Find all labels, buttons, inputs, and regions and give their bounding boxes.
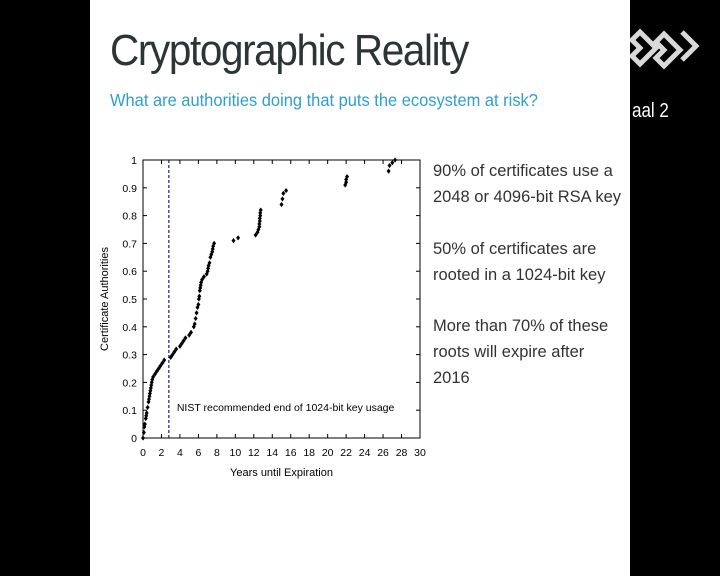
y-tick-label: 0.7 bbox=[122, 238, 137, 250]
data-point bbox=[198, 282, 203, 288]
data-point bbox=[145, 404, 150, 411]
x-tick-label: 0 bbox=[140, 447, 146, 459]
data-point bbox=[148, 385, 153, 391]
data-point bbox=[206, 265, 211, 272]
x-tick-label: 10 bbox=[229, 447, 241, 459]
data-point bbox=[146, 399, 151, 405]
y-tick-label: 0.3 bbox=[122, 350, 137, 362]
data-point bbox=[174, 346, 179, 352]
data-point bbox=[192, 321, 197, 327]
x-tick-label: 20 bbox=[322, 447, 334, 459]
data-point bbox=[195, 304, 200, 310]
data-point bbox=[211, 243, 216, 249]
x-tick-label: 2 bbox=[159, 447, 165, 459]
y-tick-label: 0.2 bbox=[122, 377, 137, 389]
data-point bbox=[151, 374, 156, 380]
data-point bbox=[154, 368, 159, 374]
x-tick-label: 4 bbox=[177, 447, 183, 459]
data-point bbox=[257, 218, 262, 224]
x-tick-label: 6 bbox=[195, 447, 201, 459]
data-point bbox=[257, 224, 262, 230]
data-point bbox=[187, 332, 192, 338]
y-tick-label: 1 bbox=[131, 155, 137, 167]
plot-frame bbox=[142, 159, 421, 439]
x-tick-label: 22 bbox=[340, 447, 352, 459]
data-point bbox=[207, 260, 212, 266]
data-point bbox=[344, 179, 349, 185]
data-point bbox=[206, 263, 211, 269]
room-label: aal 2 bbox=[632, 100, 669, 122]
data-point bbox=[280, 196, 285, 202]
data-point bbox=[386, 168, 391, 174]
data-point bbox=[387, 162, 392, 169]
y-axis-label: Certificate Authorities bbox=[99, 247, 111, 351]
data-point bbox=[236, 235, 241, 241]
x-tick-label: 28 bbox=[396, 447, 408, 459]
data-point bbox=[179, 340, 184, 347]
y-tick-label: 0.8 bbox=[122, 211, 137, 223]
conference-logo-icon bbox=[630, 28, 700, 70]
data-point bbox=[170, 352, 175, 358]
bullet-1024-bit-roots: 50% of certificates are rooted in a 1024… bbox=[433, 240, 606, 284]
data-point bbox=[279, 201, 284, 208]
data-point bbox=[281, 190, 286, 196]
data-point bbox=[393, 157, 398, 163]
data-point bbox=[181, 338, 186, 344]
data-point bbox=[147, 390, 152, 397]
data-point bbox=[345, 174, 350, 180]
data-point bbox=[143, 415, 148, 422]
data-point bbox=[256, 226, 261, 233]
data-point bbox=[149, 379, 154, 385]
y-tick-label: 0.4 bbox=[122, 322, 137, 334]
y-tick-label: 0.9 bbox=[122, 183, 137, 195]
data-point bbox=[201, 274, 206, 280]
data-point bbox=[197, 293, 202, 299]
data-point bbox=[141, 429, 146, 436]
data-point bbox=[144, 410, 149, 416]
nist-annotation-label: NIST recommended end of 1024-bit key usa… bbox=[177, 402, 395, 414]
slide-title: Cryptographic Reality bbox=[110, 26, 469, 75]
data-point bbox=[258, 207, 263, 213]
data-point bbox=[390, 160, 395, 166]
bullet-root-expiry: More than 70% of these roots will expire… bbox=[433, 317, 609, 387]
x-tick-label: 14 bbox=[266, 447, 278, 459]
data-point bbox=[212, 240, 217, 246]
video-overlay bbox=[630, 0, 720, 576]
data-point bbox=[258, 213, 263, 219]
x-tick-label: 16 bbox=[285, 447, 297, 459]
data-point bbox=[255, 229, 260, 235]
data-point bbox=[197, 288, 202, 294]
data-point bbox=[141, 435, 145, 441]
y-tick-label: 0.1 bbox=[122, 405, 137, 417]
data-point bbox=[189, 329, 194, 335]
bullet-rsa-key-sizes: 90% of certificates use a 2048 or 4096-b… bbox=[433, 162, 622, 206]
x-tick-label: 8 bbox=[214, 447, 220, 459]
x-tick-label: 24 bbox=[359, 447, 371, 459]
data-point bbox=[231, 238, 236, 244]
data-point bbox=[144, 413, 149, 419]
x-tick-label: 30 bbox=[414, 447, 426, 459]
x-tick-label: 12 bbox=[248, 447, 260, 459]
data-point bbox=[200, 276, 205, 283]
data-point bbox=[284, 187, 289, 194]
data-point bbox=[205, 268, 210, 274]
data-point bbox=[162, 357, 167, 363]
data-point bbox=[196, 301, 201, 308]
cdf-chart: 0 2 4 6 8 10 12 14 16 18 20 22 24 26 28 3000.10.20.30.4… bbox=[99, 155, 426, 479]
x-tick-label: 18 bbox=[303, 447, 315, 459]
slide: Cryptographic Reality What are authoriti… bbox=[90, 0, 630, 576]
data-point bbox=[194, 310, 199, 316]
x-tick-label: 26 bbox=[377, 447, 389, 459]
data-point bbox=[183, 335, 188, 341]
data-point bbox=[142, 421, 147, 427]
data-point bbox=[158, 363, 163, 369]
data-point bbox=[204, 271, 209, 277]
y-tick-label: 0.6 bbox=[122, 266, 137, 278]
y-tick-label: 0 bbox=[131, 433, 137, 445]
data-point bbox=[193, 315, 198, 322]
y-tick-label: 0.5 bbox=[122, 294, 137, 306]
x-axis-label: Years until Expiration bbox=[230, 467, 333, 479]
data-point bbox=[177, 343, 182, 349]
slide-subtitle: What are authorities doing that puts the… bbox=[110, 90, 538, 110]
